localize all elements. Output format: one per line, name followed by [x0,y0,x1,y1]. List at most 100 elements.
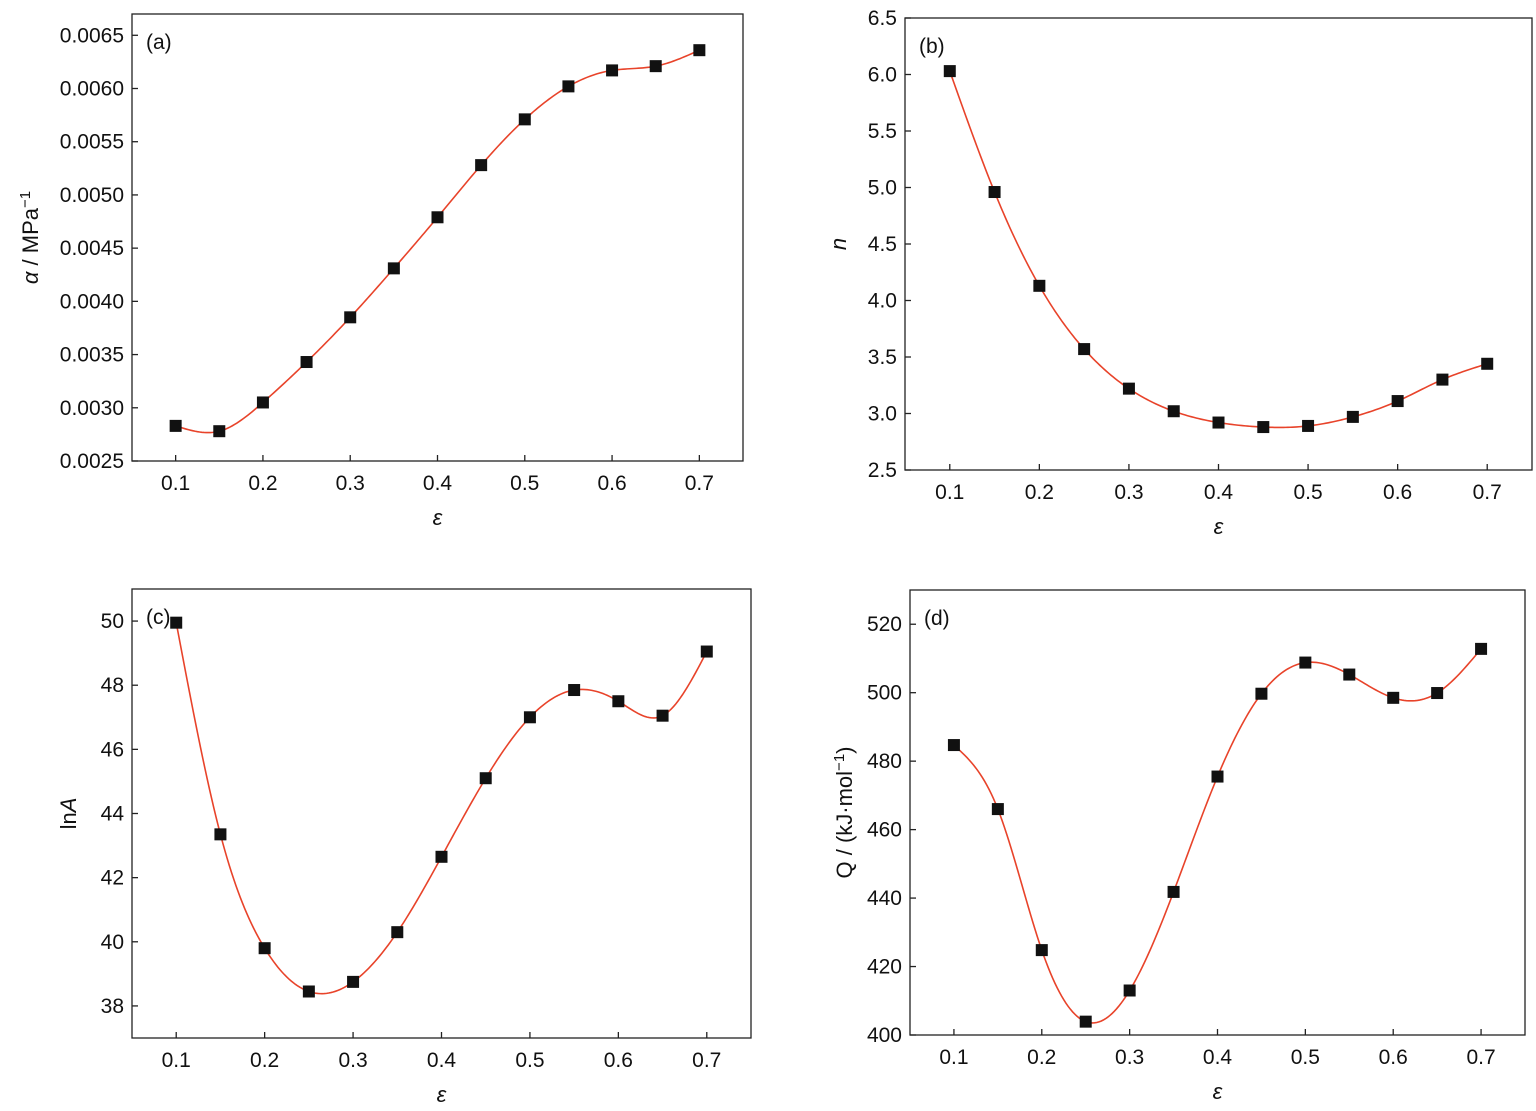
data-point [1078,343,1091,356]
data-point [300,356,313,369]
y-tick-label: 480 [867,750,902,773]
panel-label: (c) [146,606,171,629]
x-tick-label: 0.7 [1473,481,1502,504]
x-axis-label: ε [433,505,443,530]
y-tick-label: 0.0035 [60,344,124,367]
data-point [562,80,575,93]
x-tick-label: 0.5 [1291,1046,1320,1069]
data-point [612,695,625,708]
x-tick-label: 0.7 [692,1049,721,1072]
data-point [1167,885,1180,898]
data-point [258,942,271,955]
data-point [214,828,227,841]
y-tick-label: 3.5 [868,346,897,369]
x-axis-label: ε [1214,514,1224,539]
y-tick-label: 440 [867,887,902,910]
y-axis-label-part: Q / (kJ·mol [832,771,857,879]
data-point [1122,382,1135,395]
data-point [344,311,357,324]
y-tick-label: 0.0045 [60,237,124,260]
data-point [170,616,183,629]
data-point [347,975,360,988]
x-tick-label: 0.6 [1383,481,1412,504]
x-tick-label: 0.4 [1203,1046,1233,1069]
data-point [391,926,404,939]
y-tick-label: 460 [867,819,902,842]
data-point [656,709,669,722]
data-point [1257,421,1270,434]
plot-frame-b [904,17,1533,471]
panel-label: (b) [919,35,945,58]
data-point [1481,357,1494,370]
y-tick-label: 3.0 [868,403,897,426]
y-tick-label: 42 [101,867,124,890]
y-tick-label: 5.0 [868,177,897,200]
y-axis-label-part: A [56,798,81,815]
y-axis-label: lnA [56,798,81,830]
y-axis-label: Q / (kJ·mol−1) [831,747,858,879]
y-tick-label: 2.5 [868,459,897,482]
y-tick-label: 520 [867,613,902,636]
data-point [518,113,531,126]
data-point [523,711,536,724]
y-tick-label: 400 [867,1024,902,1047]
x-axis-label: ε [1213,1079,1223,1104]
x-tick-label: 0.5 [510,472,539,495]
y-axis-label: α / MPa−1 [17,191,44,284]
data-point [169,419,182,432]
data-point [1302,419,1315,432]
data-point [213,425,226,438]
data-point [1299,656,1312,669]
fit-curve [953,648,1482,1024]
x-tick-label: 0.2 [248,472,277,495]
panel-a: 0.1 0.2 0.3 0.4 0.5 0.6 0.7 0.0025 0.0030 0.0035 0… [17,13,744,530]
y-tick-label: 500 [867,682,902,705]
panel-c: 0.1 0.2 0.3 0.4 0.5 0.6 0.7 38 40 42 44 46 48 50 ε lnA (… [56,588,752,1107]
x-tick-label: 0.7 [685,472,714,495]
x-tick-label: 0.6 [597,472,626,495]
panel-label: (d) [924,607,950,630]
x-tick-label: 0.4 [1204,481,1234,504]
y-tick-label: 6.5 [868,7,897,30]
data-point [991,803,1004,816]
y-tick-label: 4.5 [868,233,897,256]
x-tick-label: 0.4 [423,472,453,495]
y-axis-label: n [826,238,851,250]
y-tick-label: 0.0065 [60,24,124,47]
y-tick-label: 44 [101,803,125,826]
y-tick-label: 50 [101,610,124,633]
y-axis-label-part: −1 [831,754,848,771]
y-tick-label: 0.0060 [60,78,124,101]
data-point [479,772,492,785]
y-tick-label: 5.5 [868,120,897,143]
y-tick-label: 0.0040 [60,290,124,313]
data-point [1033,279,1046,292]
x-tick-label: 0.1 [935,481,964,504]
fit-curve [175,622,708,995]
x-tick-label: 0.5 [1293,481,1322,504]
data-point [1343,668,1356,681]
data-point [1035,944,1048,957]
panel-d: 0.1 0.2 0.3 0.4 0.5 0.6 0.7 400 420 440 460 480 500 5… [831,589,1526,1104]
x-tick-label: 0.1 [939,1046,968,1069]
data-point [649,60,662,73]
y-tick-label: 0.0030 [60,397,124,420]
y-axis-label-part: ) [832,747,857,754]
data-point [1436,373,1449,386]
x-tick-label: 0.3 [1115,1046,1144,1069]
data-point [943,65,956,78]
panel-label: (a) [146,31,172,54]
fit-curve [949,70,1488,429]
x-tick-label: 0.2 [250,1049,279,1072]
x-tick-label: 0.3 [338,1049,367,1072]
data-point [387,262,400,275]
y-tick-label: 48 [101,674,124,697]
y-tick-label: 0.0025 [60,450,124,473]
y-axis-label-part: / MPa [18,207,43,271]
y-tick-label: 4.0 [868,290,897,313]
y-tick-label: 6.0 [868,64,897,87]
data-point [1212,416,1225,429]
x-tick-label: 0.2 [1025,481,1054,504]
data-point [568,684,581,697]
